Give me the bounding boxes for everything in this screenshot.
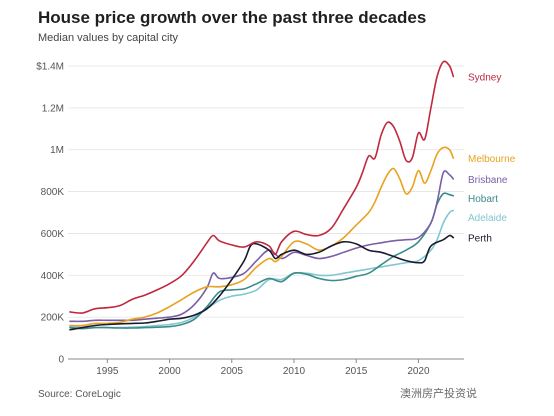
y-tick-label: 600K [41, 229, 65, 240]
x-tick-label: 2010 [283, 366, 306, 377]
axis-labels: 0 200K 400K 600K 800K 1M 1.2M $1.4M 1995 2000 2005… [36, 62, 430, 378]
chart-source: Source: CoreLogic [38, 389, 121, 400]
series-line-perth [69, 234, 455, 331]
series-label-brisbane: Brisbane [468, 175, 508, 186]
series-lines [69, 60, 455, 331]
series-line-hobart [69, 192, 455, 330]
x-tick-label: 2000 [158, 366, 181, 377]
gridlines [68, 65, 464, 360]
series-line-sydney [69, 60, 455, 314]
x-tick-label: 2015 [345, 366, 368, 377]
x-tick-label: 2020 [407, 366, 430, 377]
y-tick-label: 200K [41, 313, 65, 324]
series-labels: Sydney Melbourne Brisbane Hobart Adelaide Per… [468, 72, 516, 244]
series-line-adelaide [69, 209, 455, 329]
y-tick-label: 800K [41, 187, 65, 198]
series-label-adelaide: Adelaide [468, 213, 507, 224]
y-tick-label: 0 [58, 355, 64, 366]
x-tick-label: 2005 [221, 366, 244, 377]
series-label-melbourne: Melbourne [468, 154, 516, 165]
series-line-melbourne [69, 146, 455, 327]
x-tick-label: 1995 [96, 366, 119, 377]
chart-subtitle: Median values by capital city [38, 32, 179, 44]
chart-title: House price growth over the past three d… [38, 8, 427, 27]
series-label-hobart: Hobart [468, 194, 498, 205]
y-tick-label: $1.4M [36, 62, 64, 73]
series-label-sydney: Sydney [468, 72, 501, 83]
y-tick-label: 400K [41, 271, 65, 282]
y-tick-label: 1.2M [42, 103, 64, 114]
series-label-perth: Perth [468, 234, 492, 245]
y-tick-label: 1M [50, 145, 64, 156]
watermark: 澳洲房产投资说 [400, 388, 477, 400]
